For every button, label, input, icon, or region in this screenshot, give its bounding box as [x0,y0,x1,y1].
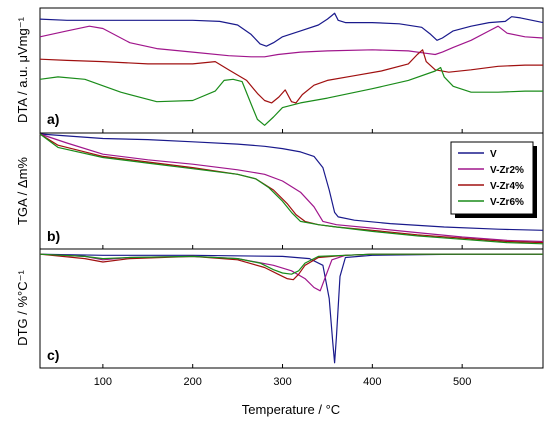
panel-c-frame [39,248,544,369]
x-tick-label-500: 500 [453,376,471,388]
x-tick-label-300: 300 [273,376,291,388]
x-tick-label-400: 400 [363,376,381,388]
panel-b-ylabel: TGA / Δm% [15,157,30,225]
legend-entries: V V-Zr2% V-Zr4% V-Zr6% [458,149,524,208]
legend-label-v: V [490,149,497,160]
x-tick-label-100: 100 [94,376,112,388]
legend-label-v-zr6-: V-Zr6% [490,197,524,208]
panel-1-series-v-zr4- [39,49,543,104]
legend-box [450,141,534,215]
panel-c-ylabel: DTG / %°C⁻¹ [15,270,30,346]
legend-label-v-zr4-: V-Zr4% [490,181,524,192]
panel-1-series-v-zr2- [39,25,544,58]
panel-2-series-v [39,133,544,231]
panel-b-label: b) [47,228,60,244]
panel-3-series-v-zr2- [39,253,543,292]
panel-2-series-v-zr4- [39,133,544,244]
panel-3-series-v [39,253,543,364]
tick-layer: 100 200 300 400 500 [94,129,471,388]
panel-c-label: c) [47,347,59,363]
panel-a-ylabel: DTA / a.u. μVmg⁻¹ [15,16,30,123]
panel-1-series-v [39,12,544,47]
panel-1-series-v-zr6- [39,66,543,126]
panel-a-label: a) [47,111,59,127]
panel-2-series-v-zr2- [39,133,544,243]
panel-3-series-v-zr6- [39,253,543,275]
panel-2-series-v-zr6- [39,133,544,245]
x-axis-label: Temperature / °C [242,402,340,417]
legend-label-v-zr2-: V-Zr2% [490,165,524,176]
plot-layer [39,12,544,364]
x-tick-label-200: 200 [184,376,202,388]
legend: V V-Zr2% V-Zr4% V-Zr6% [450,141,537,218]
